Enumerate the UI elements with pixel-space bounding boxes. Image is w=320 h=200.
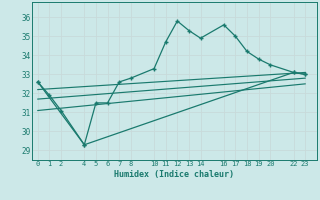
X-axis label: Humidex (Indice chaleur): Humidex (Indice chaleur) — [115, 170, 234, 179]
